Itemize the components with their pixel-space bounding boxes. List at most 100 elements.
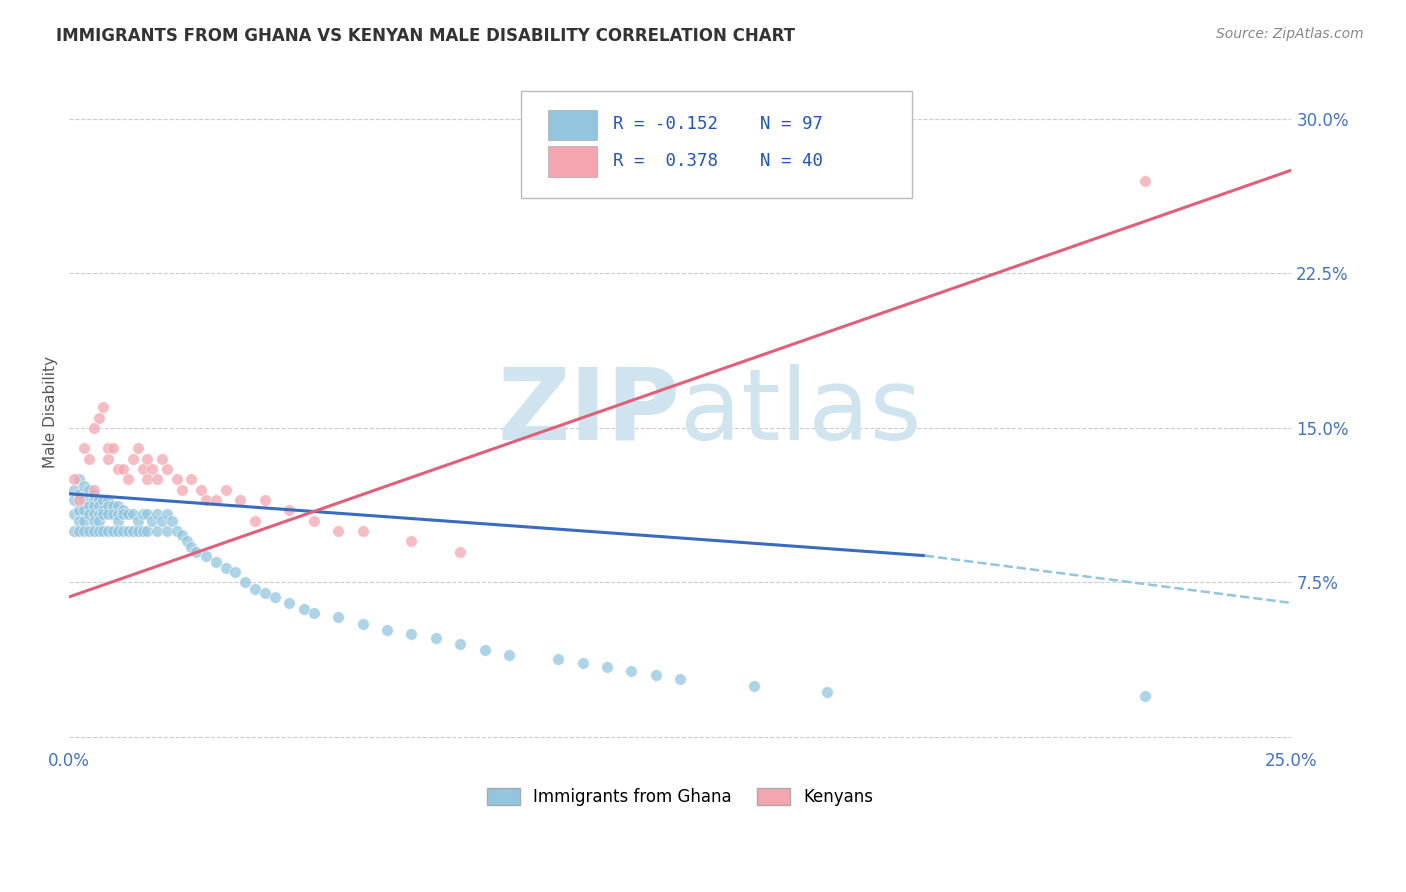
Point [156, 462, 179, 476]
Point [107, 462, 129, 476]
Point [107, 524, 129, 538]
Point [375, 623, 398, 637]
Point [73, 514, 96, 528]
Point [150, 451, 173, 466]
Point [214, 483, 236, 497]
Point [87, 524, 110, 538]
Point [87, 499, 110, 513]
Point [121, 451, 143, 466]
Point [93, 524, 115, 538]
Bar [548, 146, 598, 177]
Point [186, 544, 208, 558]
Point [669, 673, 692, 687]
Point [620, 664, 643, 678]
Bar [548, 110, 598, 140]
Point [93, 503, 115, 517]
Point [136, 524, 159, 538]
Point [292, 602, 315, 616]
Point [111, 462, 134, 476]
Point [117, 524, 139, 538]
Point [103, 499, 125, 513]
Point [243, 514, 266, 528]
Point [352, 524, 374, 538]
Point [302, 514, 325, 528]
Point [97, 442, 120, 456]
Point [214, 561, 236, 575]
Point [73, 503, 96, 517]
Point [141, 462, 163, 476]
Point [107, 508, 129, 522]
Point [127, 442, 149, 456]
Point [352, 616, 374, 631]
Point [67, 503, 90, 517]
Point [87, 508, 110, 522]
Point [253, 493, 276, 508]
Point [103, 524, 125, 538]
Point [195, 493, 218, 508]
Point [229, 493, 252, 508]
Point [111, 524, 134, 538]
Point [326, 524, 349, 538]
Point [401, 534, 423, 549]
Point [83, 499, 105, 513]
Point [449, 544, 471, 558]
Point [205, 493, 228, 508]
Point [83, 421, 105, 435]
Point [97, 451, 120, 466]
Point [83, 483, 105, 497]
Point [87, 410, 110, 425]
Point [93, 508, 115, 522]
Point [136, 451, 159, 466]
Point [127, 514, 149, 528]
Point [67, 524, 90, 538]
Point [103, 442, 125, 456]
Point [205, 555, 228, 569]
Point [190, 483, 212, 497]
Point [644, 668, 666, 682]
Point [63, 508, 86, 522]
Point [117, 472, 139, 486]
Point [73, 478, 96, 492]
Point [107, 514, 129, 528]
Point [67, 472, 90, 486]
FancyBboxPatch shape [522, 91, 912, 198]
Point [263, 590, 285, 604]
Point [73, 442, 96, 456]
Point [83, 487, 105, 501]
Point [1133, 173, 1156, 187]
Point [1133, 689, 1156, 703]
Point [742, 679, 765, 693]
Point [131, 508, 153, 522]
Legend: Immigrants from Ghana, Kenyans: Immigrants from Ghana, Kenyans [479, 781, 880, 813]
Text: atlas: atlas [681, 364, 922, 461]
Point [498, 648, 520, 662]
Point [63, 472, 86, 486]
Point [160, 514, 183, 528]
Point [233, 575, 256, 590]
Point [224, 565, 246, 579]
Point [127, 524, 149, 538]
Point [547, 651, 569, 665]
Point [77, 524, 100, 538]
Point [146, 508, 169, 522]
Point [156, 508, 179, 522]
Point [170, 483, 193, 497]
Point [141, 514, 163, 528]
Point [117, 508, 139, 522]
Point [103, 508, 125, 522]
Point [136, 472, 159, 486]
Point [67, 493, 90, 508]
Point [326, 610, 349, 624]
Point [243, 582, 266, 596]
Point [97, 499, 120, 513]
Point [93, 493, 115, 508]
Point [87, 493, 110, 508]
Point [180, 541, 202, 555]
Point [67, 487, 90, 501]
Point [83, 514, 105, 528]
Point [77, 508, 100, 522]
Point [136, 508, 159, 522]
Point [401, 627, 423, 641]
Point [253, 586, 276, 600]
Point [474, 643, 496, 657]
